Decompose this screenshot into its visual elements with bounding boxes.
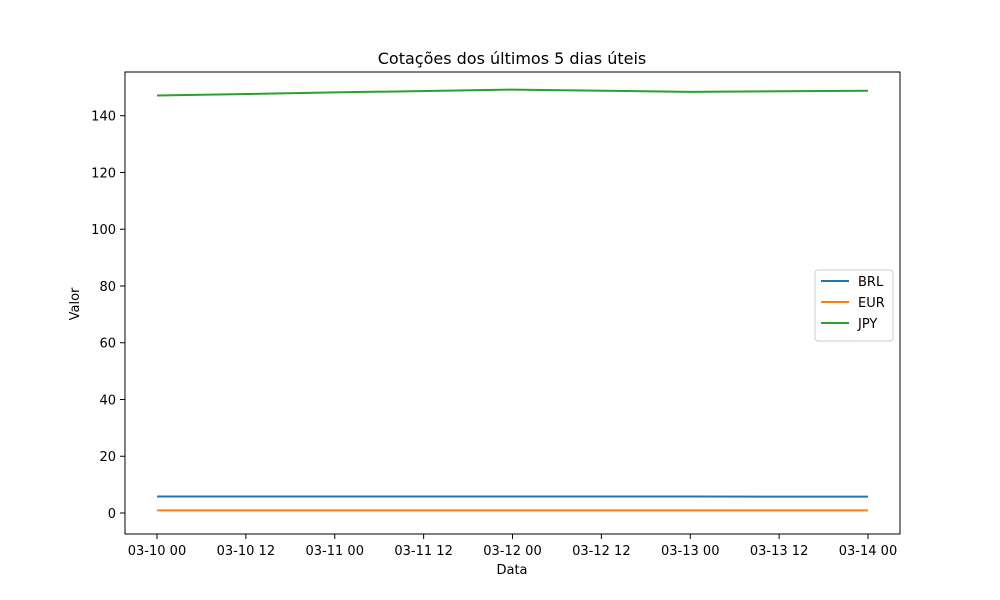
plot-frame (124, 71, 901, 535)
y-tick-label: 80 (99, 280, 116, 295)
x-tick-label: 03-11 12 (394, 544, 452, 559)
legend: BRL EUR JPY (814, 269, 894, 342)
legend-label-eur: EUR (858, 296, 885, 311)
x-tick-label: 03-12 12 (572, 544, 630, 559)
x-tick-label: 03-13 12 (750, 544, 808, 559)
y-axis-label: Valor (68, 287, 83, 320)
y-tick-label: 40 (99, 393, 116, 408)
legend-label-jpy: JPY (857, 317, 877, 332)
x-axis-ticks: 03-10 00 03-10 12 03-11 00 03-11 12 03-12 00… (128, 534, 897, 559)
x-tick-label: 03-13 00 (661, 544, 719, 559)
y-axis-ticks: 0 20 40 60 80 100 120 140 (91, 110, 125, 522)
series-layer (156, 88, 869, 512)
legend-label-brl: BRL (858, 275, 884, 290)
chart-title: Cotações dos últimos 5 dias úteis (378, 49, 647, 68)
y-tick-label: 100 (91, 223, 116, 238)
x-axis-label: Data (496, 563, 527, 578)
x-tick-label: 03-10 12 (217, 544, 275, 559)
y-tick-label: 120 (91, 166, 116, 181)
y-tick-label: 20 (99, 450, 116, 465)
y-tick-label: 60 (99, 337, 116, 352)
x-tick-label: 03-12 00 (483, 544, 541, 559)
series-line-jpy (156, 88, 869, 97)
x-tick-label: 03-14 00 (839, 544, 897, 559)
y-tick-label: 0 (108, 507, 116, 522)
y-tick-label: 140 (91, 110, 116, 125)
x-tick-label: 03-11 00 (306, 544, 364, 559)
x-tick-label: 03-10 00 (128, 544, 186, 559)
